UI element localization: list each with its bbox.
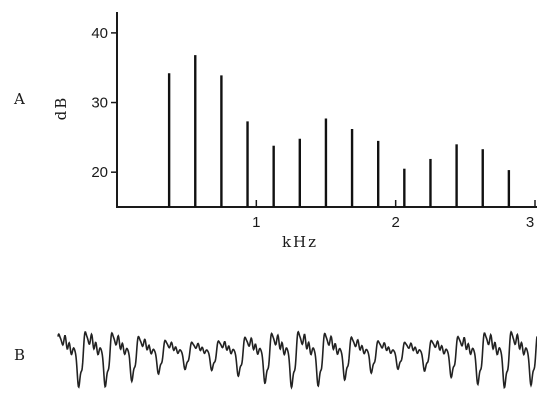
panel-a-label: A <box>13 90 25 108</box>
y-tick-label: 20 <box>91 164 108 181</box>
x-tick-label: 2 <box>391 214 399 231</box>
y-tick-label: 40 <box>91 25 108 42</box>
x-tick-label: 3 <box>526 214 534 231</box>
x-ticks: 1 2 3 <box>252 200 536 231</box>
x-axis-label: kHz <box>282 233 318 251</box>
bar-series <box>167 55 511 207</box>
y-axis-label: dB <box>52 96 70 121</box>
y-tick-label: 30 <box>91 95 108 112</box>
waveform-line <box>57 330 537 390</box>
x-tick-label: 1 <box>252 214 260 231</box>
panel-b-label: B <box>14 346 25 364</box>
y-ticks: 20 30 40 <box>91 25 117 181</box>
